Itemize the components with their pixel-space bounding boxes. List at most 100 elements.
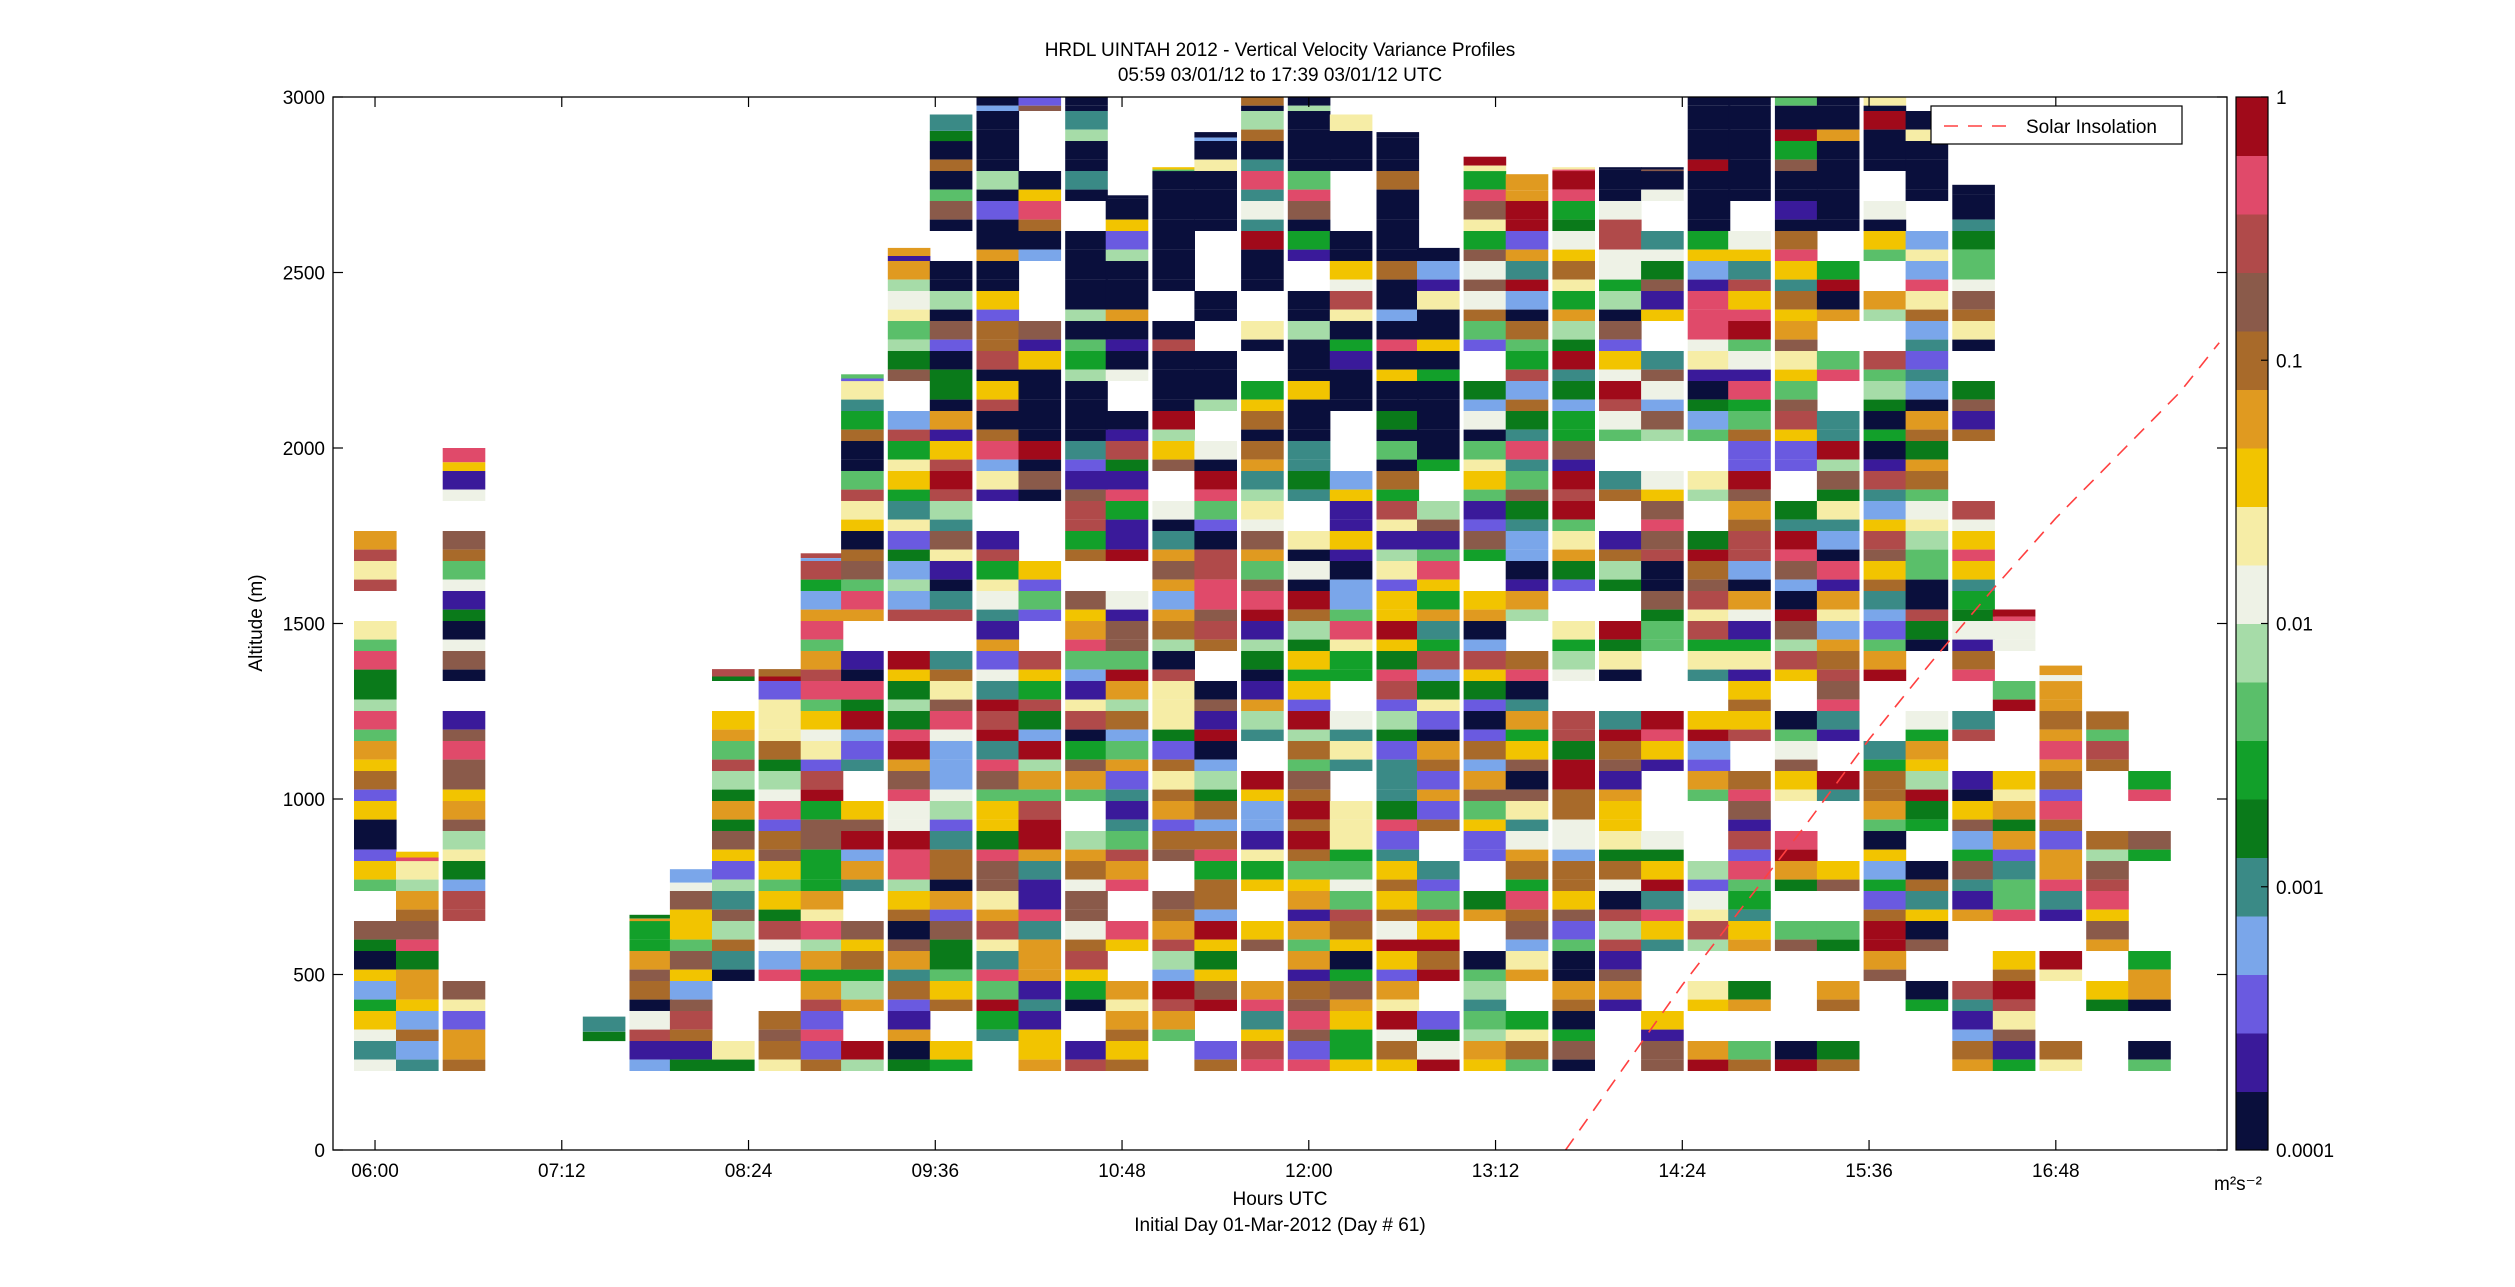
heatmap-cell <box>1728 381 1771 400</box>
heatmap-cell <box>1152 981 1195 1000</box>
heatmap-cell <box>1728 1059 1771 1071</box>
heatmap-cell <box>712 676 755 681</box>
heatmap-cell <box>1816 639 1860 651</box>
heatmap-cell <box>1329 909 1373 921</box>
heatmap-cell <box>1287 999 1331 1011</box>
heatmap-cell <box>1863 429 1907 441</box>
heatmap-cell <box>2039 1059 2083 1071</box>
heatmap-cell <box>1417 951 1460 970</box>
heatmap-cell <box>1505 819 1549 831</box>
heatmap-cell <box>1018 771 1062 790</box>
heatmap-cell <box>976 621 1020 640</box>
heatmap-cell <box>976 141 1020 160</box>
heatmap-cell <box>1152 579 1195 591</box>
heatmap-cell <box>1687 279 1731 291</box>
heatmap-cell <box>354 981 397 1000</box>
heatmap-cell <box>887 651 931 670</box>
heatmap-cell <box>1376 291 1420 310</box>
heatmap-cell <box>1905 441 1949 460</box>
heatmap-cell <box>1065 381 1108 400</box>
heatmap-cell <box>1905 759 1949 771</box>
heatmap-cell <box>1152 429 1195 441</box>
colorbar-tick-label: 0.01 <box>2276 615 2313 636</box>
heatmap-cell <box>1687 159 1731 171</box>
heatmap-cell <box>1194 309 1237 321</box>
heatmap-cell <box>1417 699 1460 711</box>
heatmap-cell <box>841 549 884 561</box>
heatmap-cell <box>758 951 802 970</box>
heatmap-cell <box>1599 939 1642 951</box>
heatmap-cell <box>712 1041 755 1060</box>
heatmap-cell <box>2086 909 2129 921</box>
heatmap-cell <box>1417 309 1460 321</box>
heatmap-cell <box>1152 169 1195 172</box>
heatmap-cell <box>629 1059 673 1071</box>
heatmap-cell <box>1463 381 1507 400</box>
heatmap-cell <box>976 471 1020 490</box>
heatmap-cell <box>887 711 931 730</box>
heatmap-cell <box>1241 699 1284 711</box>
heatmap-cell <box>929 399 973 411</box>
heatmap-cell <box>1687 399 1731 411</box>
heatmap-cell <box>1376 681 1420 700</box>
heatmap-cell <box>1816 561 1860 580</box>
heatmap-cell <box>976 681 1020 700</box>
heatmap-cell <box>976 699 1020 711</box>
heatmap-cell <box>1241 609 1284 621</box>
heatmap-cell <box>1952 309 1995 321</box>
heatmap-cell <box>1287 249 1331 261</box>
heatmap-cell <box>1105 489 1149 501</box>
heatmap-cell <box>1905 231 1949 250</box>
heatmap-cell <box>1687 639 1731 651</box>
heatmap-cell <box>1417 531 1460 550</box>
heatmap-cell <box>1505 459 1549 471</box>
heatmap-cell <box>1952 651 1995 670</box>
heatmap-cell <box>1329 279 1373 291</box>
heatmap-cell <box>929 981 973 1000</box>
heatmap-cell <box>976 339 1020 351</box>
heatmap-cell <box>1641 549 1684 561</box>
heatmap-cell <box>1065 189 1108 201</box>
heatmap-cell <box>1018 891 1062 910</box>
heatmap-cell <box>1687 369 1731 381</box>
heatmap-cell <box>1152 167 1195 170</box>
heatmap-cell <box>1905 861 1949 880</box>
heatmap-cell <box>1599 921 1642 940</box>
heatmap-cell <box>1552 399 1595 411</box>
heatmap-cell <box>841 374 884 379</box>
heatmap-cell <box>1194 999 1237 1011</box>
heatmap-cell <box>1018 831 1062 850</box>
heatmap-cell <box>1641 861 1684 880</box>
heatmap-cell <box>1463 789 1507 801</box>
heatmap-cell <box>1417 861 1460 880</box>
heatmap-cell <box>1376 879 1420 891</box>
heatmap-cell <box>841 711 884 730</box>
heatmap-cell <box>1463 651 1507 670</box>
heatmap-cell <box>1065 759 1108 771</box>
heatmap-cell <box>669 909 713 921</box>
heatmap-cell <box>1641 261 1684 280</box>
heatmap-cell <box>1774 519 1818 531</box>
heatmap-cell <box>1863 97 1907 106</box>
heatmap-cell <box>1774 351 1818 370</box>
heatmap-cell <box>2039 771 2083 790</box>
heatmap-cell <box>354 639 397 651</box>
heatmap-cell <box>2128 1059 2171 1071</box>
heatmap-cell <box>929 741 973 760</box>
heatmap-cell <box>887 339 931 351</box>
heatmap-cell <box>1863 909 1907 921</box>
heatmap-cell <box>1992 819 2036 831</box>
heatmap-cell <box>1816 141 1860 160</box>
heatmap-cell <box>1687 97 1731 106</box>
heatmap-cell <box>976 651 1020 670</box>
heatmap-cell <box>1728 261 1771 280</box>
heatmap-cell <box>1687 339 1731 351</box>
heatmap-cell <box>1774 201 1818 220</box>
heatmap-cell <box>887 921 931 940</box>
heatmap-cell <box>1329 549 1373 561</box>
heatmap-cell <box>976 801 1020 820</box>
heatmap-cell <box>1376 137 1420 141</box>
heatmap-cell <box>887 831 931 850</box>
heatmap-cell <box>1641 729 1684 741</box>
heatmap-cell <box>929 1059 973 1071</box>
